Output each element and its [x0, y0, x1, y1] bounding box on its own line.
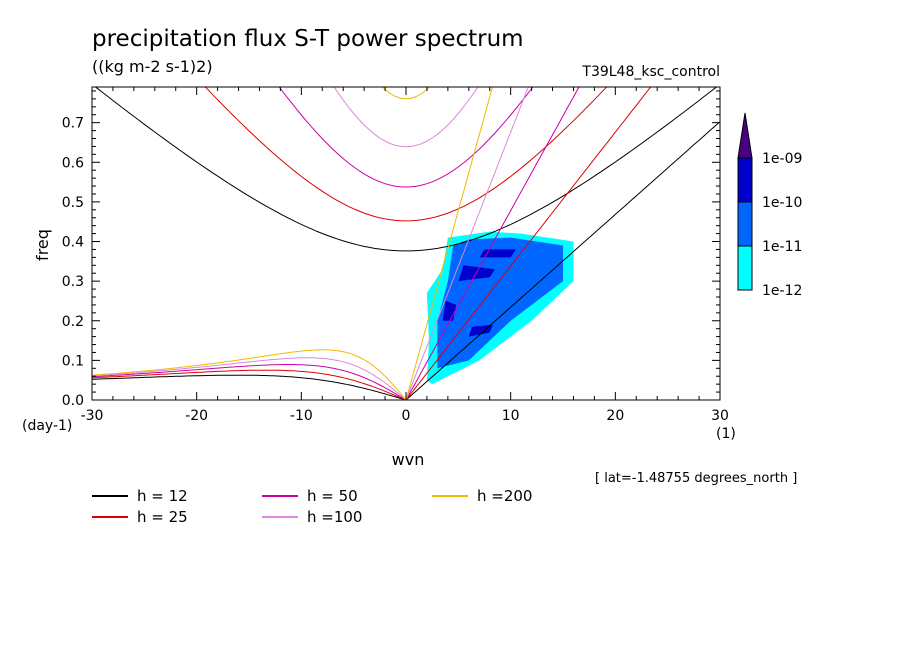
x-tick-label: -30: [81, 408, 104, 424]
curve-gravity-h50: [278, 87, 534, 188]
y-tick-label: 0.0: [62, 393, 84, 409]
colorbar-segment: [737, 201, 753, 247]
curve-gravity-h25: [204, 87, 608, 222]
curve-kelvin-h100: [405, 87, 529, 400]
legend-label: h = 25: [137, 508, 188, 526]
x-tick-label: -20: [185, 408, 208, 424]
latitude-footnote: [ lat=-1.48755 degrees_north ]: [595, 471, 797, 486]
colorbar: 1e-09 1e-10 1e-11 1e-12: [737, 112, 802, 299]
curve-gravity-h100: [333, 87, 479, 148]
x-unit-label: (1): [716, 426, 736, 442]
legend-label: h = 50: [307, 487, 358, 505]
curve-rossby-h200: [92, 349, 407, 400]
axis-ticks: [91, 87, 721, 401]
y-tick-label: 0.3: [62, 274, 84, 290]
colorbar-arrow: [737, 112, 753, 159]
plot-frame: [91, 86, 721, 401]
curve-gravity-h200: [381, 87, 431, 100]
power-shading: [426, 231, 574, 385]
curve-rossby-h25: [92, 369, 407, 400]
colorbar-label: 1e-12: [762, 283, 802, 299]
run-label: T39L48_ksc_control: [581, 64, 720, 80]
x-tick-label: 0: [402, 408, 411, 424]
legend: h = 12 h = 25 h = 50 h =100 h =200: [92, 487, 532, 526]
curve-kelvin-h200: [405, 87, 494, 400]
x-tick-labels: -30 -20 -10 0 10 20 30: [81, 408, 729, 424]
colorbar-label: 1e-11: [762, 239, 802, 255]
y-tick-label: 0.4: [62, 235, 84, 251]
colorbar-segment: [737, 157, 753, 203]
y-unit-label: (day-1): [22, 418, 72, 434]
x-tick-label: 20: [606, 408, 624, 424]
legend-label: h =200: [477, 487, 532, 505]
x-tick-label: 30: [711, 408, 729, 424]
legend-label: h = 12: [137, 487, 188, 505]
curve-rossby-h12: [92, 374, 407, 400]
y-axis-label: freq: [33, 229, 52, 261]
chart-subtitle: ((kg m-2 s-1)2): [92, 57, 213, 76]
y-tick-label: 0.2: [62, 314, 84, 330]
x-tick-label: 10: [502, 408, 520, 424]
curve-kelvin-h12: [405, 121, 720, 400]
y-tick-label: 0.6: [62, 155, 84, 171]
dispersion-curves: [92, 87, 720, 400]
power-region-1e-10-4: [479, 249, 516, 258]
curve-rossby-h50: [92, 364, 407, 400]
curve-gravity-h12: [94, 87, 718, 252]
y-tick-label: 0.5: [62, 195, 84, 211]
y-tick-labels: 0.0 0.1 0.2 0.3 0.4 0.5 0.6 0.7: [62, 116, 84, 409]
curve-kelvin-h25: [405, 87, 652, 400]
power-region-1e-10-3: [458, 265, 495, 282]
curve-kelvin-h50: [405, 87, 580, 400]
y-tick-label: 0.1: [62, 353, 84, 369]
colorbar-segment: [737, 245, 753, 291]
colorbar-label: 1e-09: [762, 151, 802, 167]
x-tick-label: -10: [290, 408, 313, 424]
y-tick-label: 0.7: [62, 116, 84, 132]
curve-rossby-h100: [92, 357, 407, 400]
x-axis-label: wvn: [392, 450, 425, 469]
chart-title: precipitation flux S-T power spectrum: [92, 26, 524, 52]
colorbar-label: 1e-10: [762, 195, 802, 211]
legend-label: h =100: [307, 508, 362, 526]
